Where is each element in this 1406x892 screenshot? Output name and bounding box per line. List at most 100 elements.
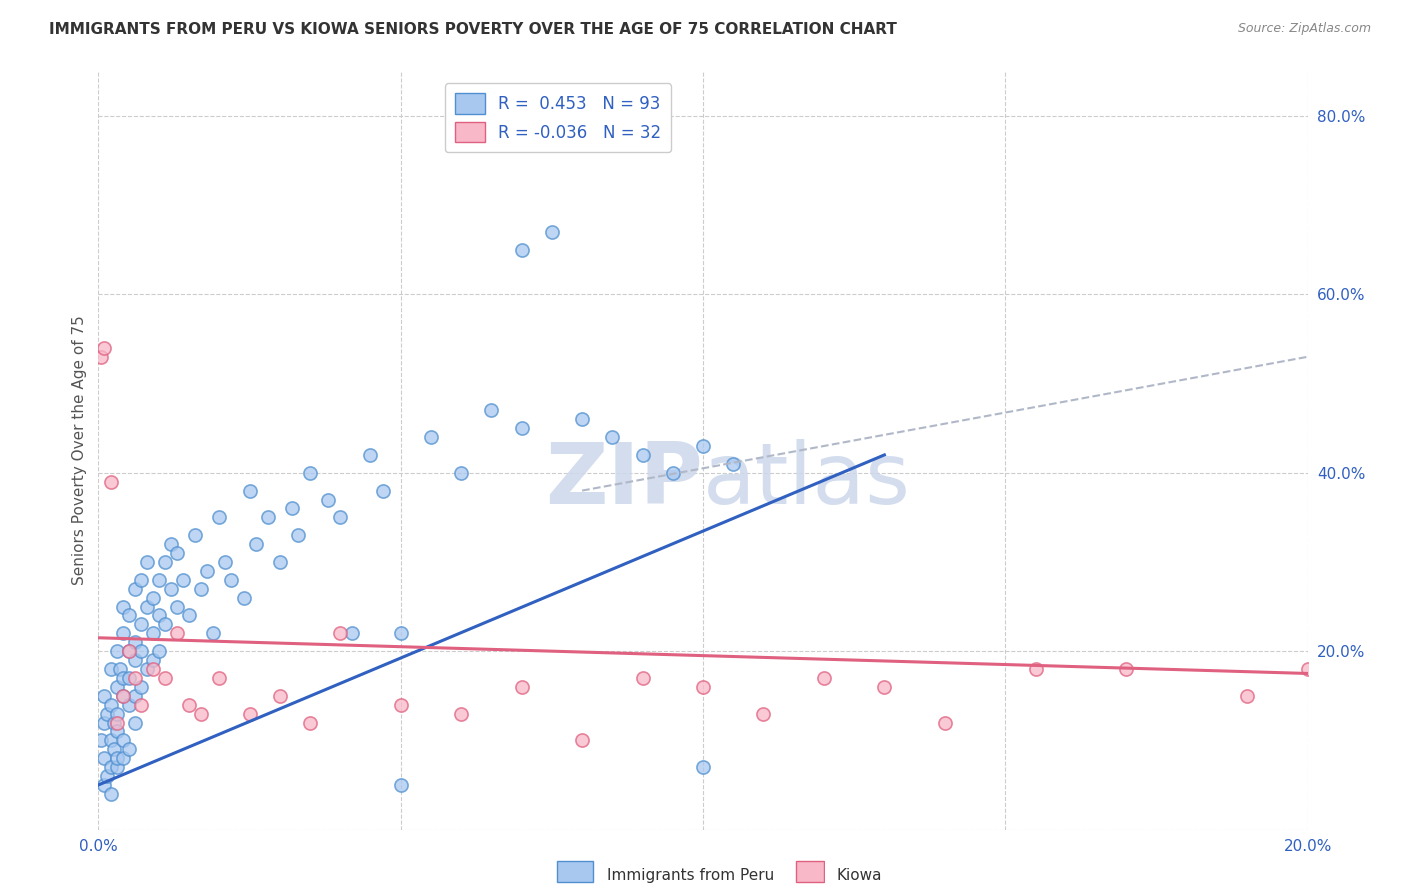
Point bbox=[118, 671, 141, 685]
Point bbox=[90, 733, 112, 747]
Point bbox=[481, 403, 503, 417]
Point bbox=[661, 466, 683, 480]
Point bbox=[118, 742, 141, 756]
Point bbox=[208, 510, 231, 524]
Point bbox=[129, 617, 152, 632]
Point bbox=[105, 706, 128, 721]
Point bbox=[602, 430, 624, 444]
Point bbox=[118, 644, 141, 658]
Point bbox=[692, 680, 714, 694]
Point bbox=[111, 733, 134, 747]
Point bbox=[281, 501, 304, 516]
Text: atlas: atlas bbox=[703, 439, 911, 523]
Point bbox=[135, 555, 157, 569]
Point bbox=[420, 430, 443, 444]
Point bbox=[1296, 662, 1319, 676]
Point bbox=[342, 626, 364, 640]
Point bbox=[692, 760, 714, 774]
Text: Source: ZipAtlas.com: Source: ZipAtlas.com bbox=[1237, 22, 1371, 36]
Point bbox=[631, 448, 654, 462]
Point bbox=[371, 483, 394, 498]
Point bbox=[450, 706, 472, 721]
Point bbox=[873, 680, 896, 694]
Point bbox=[148, 644, 170, 658]
Point bbox=[1115, 662, 1137, 676]
Point bbox=[239, 706, 262, 721]
Point bbox=[129, 698, 152, 712]
Point bbox=[105, 680, 128, 694]
Point bbox=[124, 653, 146, 667]
Point bbox=[179, 608, 201, 623]
Text: IMMIGRANTS FROM PERU VS KIOWA SENIORS POVERTY OVER THE AGE OF 75 CORRELATION CHA: IMMIGRANTS FROM PERU VS KIOWA SENIORS PO… bbox=[49, 22, 897, 37]
Point bbox=[1236, 689, 1258, 703]
Point bbox=[571, 733, 593, 747]
Point bbox=[105, 644, 128, 658]
Point bbox=[287, 528, 309, 542]
Point bbox=[103, 742, 125, 756]
Point bbox=[129, 573, 152, 587]
Point bbox=[111, 689, 134, 703]
Point bbox=[129, 680, 152, 694]
Point bbox=[103, 715, 125, 730]
Point bbox=[166, 599, 188, 614]
Point bbox=[124, 715, 146, 730]
Point bbox=[571, 412, 593, 426]
Point bbox=[111, 689, 134, 703]
Point bbox=[148, 573, 170, 587]
Point bbox=[329, 510, 352, 524]
Point bbox=[148, 608, 170, 623]
Point bbox=[142, 626, 165, 640]
Point bbox=[124, 635, 146, 649]
Point bbox=[142, 662, 165, 676]
Point bbox=[692, 439, 714, 453]
Point bbox=[153, 671, 176, 685]
Point bbox=[124, 582, 146, 596]
Legend: R =  0.453   N = 93, R = -0.036   N = 32: R = 0.453 N = 93, R = -0.036 N = 32 bbox=[444, 84, 671, 153]
Point bbox=[256, 510, 278, 524]
Point bbox=[389, 778, 412, 792]
Point bbox=[450, 466, 472, 480]
Bar bbox=[557, 861, 593, 882]
Point bbox=[96, 769, 118, 783]
Point bbox=[96, 706, 118, 721]
Point bbox=[166, 546, 188, 560]
Point bbox=[510, 421, 533, 435]
Point bbox=[135, 599, 157, 614]
Point bbox=[129, 644, 152, 658]
Point bbox=[118, 698, 141, 712]
Y-axis label: Seniors Poverty Over the Age of 75: Seniors Poverty Over the Age of 75 bbox=[72, 316, 87, 585]
Point bbox=[389, 626, 412, 640]
Point bbox=[118, 608, 141, 623]
Point bbox=[100, 760, 122, 774]
Point bbox=[153, 617, 176, 632]
Text: Immigrants from Peru: Immigrants from Peru bbox=[607, 869, 775, 883]
Point bbox=[124, 671, 146, 685]
Point bbox=[184, 528, 207, 542]
Point bbox=[160, 582, 183, 596]
Point bbox=[111, 671, 134, 685]
Point bbox=[100, 733, 122, 747]
Point bbox=[111, 599, 134, 614]
Point bbox=[108, 662, 131, 676]
Point bbox=[172, 573, 194, 587]
Point bbox=[232, 591, 254, 605]
Point bbox=[135, 662, 157, 676]
Point bbox=[214, 555, 236, 569]
Point bbox=[153, 555, 176, 569]
Point bbox=[269, 689, 291, 703]
Point bbox=[93, 751, 115, 765]
Point bbox=[166, 626, 188, 640]
Point bbox=[190, 706, 212, 721]
Point bbox=[93, 341, 115, 355]
Point bbox=[245, 537, 267, 551]
Bar bbox=[796, 861, 824, 882]
Point bbox=[752, 706, 775, 721]
Text: ZIP: ZIP bbox=[546, 439, 703, 523]
Point bbox=[269, 555, 291, 569]
Point bbox=[202, 626, 225, 640]
Point bbox=[100, 662, 122, 676]
Point bbox=[111, 751, 134, 765]
Point bbox=[142, 591, 165, 605]
Point bbox=[93, 715, 115, 730]
Point bbox=[105, 715, 128, 730]
